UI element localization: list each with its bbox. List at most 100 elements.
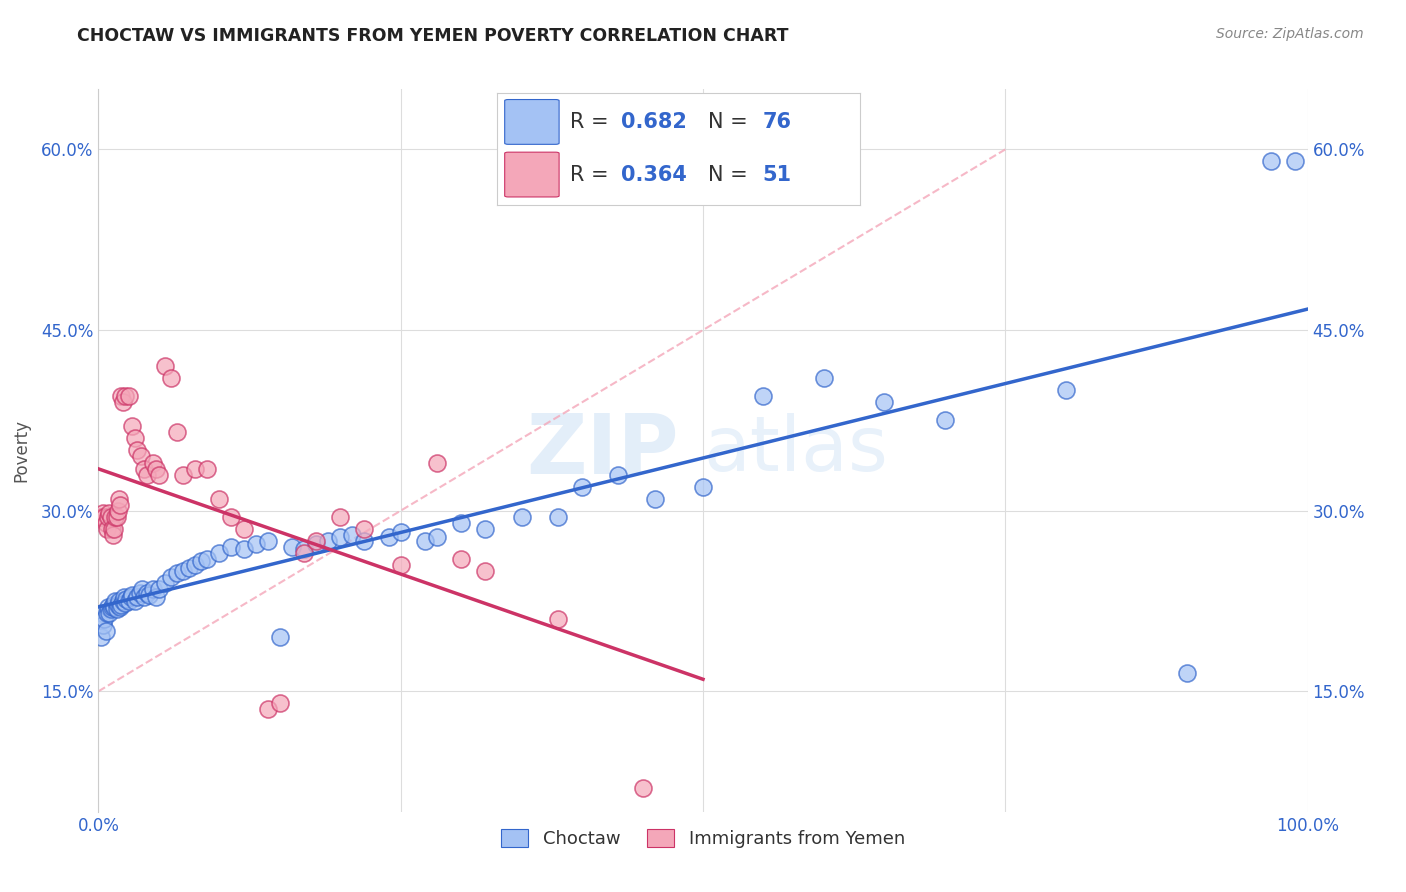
Point [607,467,630,482]
Point [91,606,114,620]
Point [413,533,436,548]
Point [389,525,412,540]
Point [232,522,254,536]
Point [195,461,218,475]
Point [145,461,167,475]
Point [142,455,165,469]
Point [184,461,207,475]
Point [98,506,121,520]
Point [91,618,114,632]
Point [195,551,218,566]
Point [172,467,194,482]
Point [118,594,141,608]
Point [190,554,212,568]
Point [100,522,122,536]
Point [1175,666,1198,681]
Point [105,509,128,524]
Point [134,461,156,475]
Point [96,522,118,536]
Point [510,509,533,524]
Point [108,491,131,506]
Point [98,606,121,620]
Point [208,491,231,506]
Point [131,582,153,596]
Point [101,598,124,612]
Point [160,371,183,385]
Point [110,389,132,403]
Point [426,530,449,544]
Point [292,542,315,557]
Point [120,591,142,605]
Point [91,506,114,520]
Point [111,594,134,608]
Point [571,480,593,494]
Point [148,582,170,596]
Point [160,570,183,584]
Point [114,596,136,610]
Point [142,582,165,596]
Point [208,546,231,560]
Point [108,600,131,615]
Y-axis label: Poverty: Poverty [11,419,30,482]
Point [153,359,176,373]
Point [813,371,835,385]
Point [256,533,278,548]
Point [108,498,131,512]
Point [127,591,149,605]
Point [873,395,896,409]
Point [179,561,201,575]
Point [118,389,141,403]
Point [91,509,114,524]
Point [129,450,152,464]
Point [377,530,399,544]
Point [269,696,291,710]
Point [134,591,156,605]
Point [450,551,472,566]
Point [100,602,122,616]
Point [100,509,122,524]
Point [166,566,188,581]
Point [547,612,569,626]
Point [692,480,714,494]
Point [269,630,291,644]
Point [127,443,149,458]
Point [121,588,143,602]
Text: Source: ZipAtlas.com: Source: ZipAtlas.com [1216,27,1364,41]
Point [107,598,129,612]
Point [94,624,117,639]
Point [103,600,125,615]
Point [450,516,472,530]
Point [184,558,207,572]
Point [135,585,157,599]
Point [121,419,143,434]
Point [221,509,243,524]
Point [90,509,112,524]
Point [1054,384,1077,398]
Point [93,509,115,524]
Point [256,702,278,716]
Point [389,558,412,572]
Point [166,425,188,440]
Point [111,395,134,409]
Point [97,600,120,615]
Legend: Choctaw, Immigrants from Yemen: Choctaw, Immigrants from Yemen [492,820,914,857]
Point [104,594,127,608]
Point [108,594,131,608]
Text: CHOCTAW VS IMMIGRANTS FROM YEMEN POVERTY CORRELATION CHART: CHOCTAW VS IMMIGRANTS FROM YEMEN POVERTY… [77,27,789,45]
Point [316,533,339,548]
Point [104,509,127,524]
Point [631,780,654,795]
Point [292,546,315,560]
Point [105,602,128,616]
Point [934,413,956,427]
Point [305,533,328,548]
Point [221,540,243,554]
Point [100,600,122,615]
Point [232,542,254,557]
Point [103,522,125,536]
Point [124,432,146,446]
Point [305,537,328,551]
Point [474,522,496,536]
Point [281,540,304,554]
Point [1284,154,1306,169]
